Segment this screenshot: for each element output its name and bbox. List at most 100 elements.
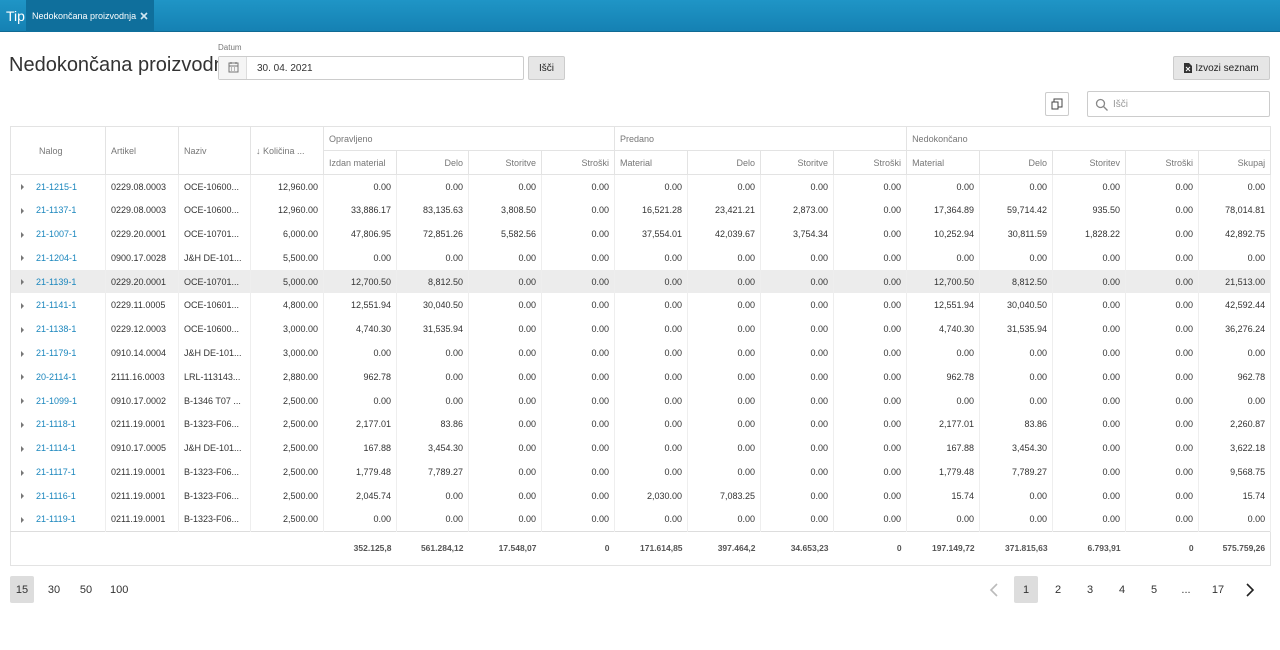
export-button[interactable]: Izvozi seznam xyxy=(1173,56,1270,80)
column-header[interactable]: Storitve xyxy=(760,150,835,175)
tab-close[interactable] xyxy=(140,12,148,20)
tab-label[interactable]: Nedokončana proizvodnja xyxy=(32,11,137,21)
expand-toggle[interactable] xyxy=(21,350,24,357)
page-number[interactable]: ... xyxy=(1181,583,1191,596)
table-row[interactable]: 21-1179-1 0910.14.0004 J&H DE-101... 3,000.… xyxy=(10,341,1272,365)
order-link[interactable]: 21-1141-1 xyxy=(36,300,77,311)
page-size-option[interactable]: 30 xyxy=(47,583,61,596)
cell: 0.00 xyxy=(687,317,762,342)
expand-toggle[interactable] xyxy=(21,469,24,476)
expand-toggle[interactable] xyxy=(21,421,24,428)
table-row[interactable]: 21-1141-1 0229.11.0005 OCE-10601... 4,800.0… xyxy=(10,293,1272,318)
cell: 0.00 xyxy=(760,460,835,484)
column-header[interactable]: Naziv xyxy=(178,126,251,175)
expand-toggle[interactable] xyxy=(21,326,24,333)
column-header[interactable]: Delo xyxy=(687,150,762,175)
table-row[interactable]: 20-2114-1 2111.16.0003 LRL-113143... 2,880.… xyxy=(10,364,1272,389)
table-row[interactable]: 21-1114-1 0910.17.0005 J&H DE-101... 2,500.… xyxy=(10,436,1272,461)
order-link[interactable]: 21-1138-1 xyxy=(36,324,77,335)
column-header[interactable]: Delo xyxy=(979,150,1054,175)
column-header[interactable]: Stroški xyxy=(1125,150,1200,175)
column-header[interactable]: Material xyxy=(906,150,981,175)
order-link[interactable]: 21-1179-1 xyxy=(36,347,77,358)
order-link[interactable]: 21-1007-1 xyxy=(36,228,78,239)
cell: 0.00 xyxy=(833,222,908,246)
table-row[interactable]: 21-1204-1 0900.17.0028 J&H DE-101... 5,500.… xyxy=(10,245,1272,270)
order-link[interactable]: 21-1119-1 xyxy=(36,514,76,525)
order-link[interactable]: 21-1116-1 xyxy=(36,490,76,501)
page-number[interactable]: 4 xyxy=(1118,583,1126,596)
order-link[interactable]: 21-1139-1 xyxy=(36,276,77,287)
page-number[interactable]: 1 xyxy=(1014,576,1038,603)
table-row[interactable]: 21-1119-1 0211.19.0001 B-1323-F06... 2,500.… xyxy=(10,507,1272,532)
page-size-option[interactable]: 100 xyxy=(110,583,129,596)
column-header[interactable]: Storitev xyxy=(1052,150,1127,175)
cell: 2,880.00 xyxy=(250,364,324,389)
column-header[interactable]: Stroški xyxy=(833,150,908,175)
table-row[interactable]: 21-1007-1 0229.20.0001 OCE-10701... 6,000.0… xyxy=(10,222,1272,246)
search-button[interactable]: Išči xyxy=(528,56,565,80)
expand-toggle[interactable] xyxy=(21,445,24,452)
expand-toggle[interactable] xyxy=(21,398,24,405)
column-header[interactable]: Artikel xyxy=(105,126,179,175)
order-link[interactable]: 21-1137-1 xyxy=(36,205,77,216)
expand-toggle[interactable] xyxy=(21,303,24,309)
export-label[interactable]: Izvozi seznam xyxy=(1195,62,1259,74)
cell: 21-1119-1 xyxy=(10,507,106,532)
search-input[interactable]: Išči xyxy=(1087,91,1270,117)
cell: 2,500.00 xyxy=(250,388,324,413)
column-header[interactable]: ↓ Količina ... xyxy=(250,126,324,175)
cell: 4,740.30 xyxy=(323,317,397,342)
column-header[interactable]: Skupaj xyxy=(1198,150,1272,175)
page-size-selector: 15 30 50 100 xyxy=(10,576,140,603)
column-header[interactable]: Material xyxy=(614,150,689,175)
order-link[interactable]: 21-1114-1 xyxy=(36,443,76,454)
page-size-option[interactable]: 50 xyxy=(79,583,93,596)
order-link[interactable]: 21-1117-1 xyxy=(36,466,76,477)
column-header[interactable]: Izdan material xyxy=(323,150,397,175)
expand-toggle[interactable] xyxy=(21,374,24,381)
date-input[interactable]: 30. 04. 2021 xyxy=(218,56,524,80)
page-number[interactable]: 2 xyxy=(1054,583,1062,596)
page-size-option[interactable]: 15 xyxy=(10,576,34,603)
column-header[interactable]: Delo xyxy=(396,150,469,175)
app-name[interactable]: Tip xyxy=(6,8,25,24)
expand-toggle[interactable] xyxy=(21,231,24,238)
order-link[interactable]: 20-2114-1 xyxy=(36,371,77,382)
expand-toggle[interactable] xyxy=(21,184,24,191)
column-header[interactable]: Nalog xyxy=(10,126,106,175)
table-row[interactable]: 21-1116-1 0211.19.0001 B-1323-F06... 2,500.… xyxy=(10,483,1272,508)
calendar-icon[interactable] xyxy=(219,57,247,79)
expand-toggle[interactable] xyxy=(21,279,24,286)
table-row[interactable]: 21-1118-1 0211.19.0001 B-1323-F06... 2,500.… xyxy=(10,412,1272,437)
cell: 7,083.25 xyxy=(687,483,762,508)
page-arrow[interactable] xyxy=(1238,576,1262,603)
cell: 0.00 xyxy=(541,460,616,484)
order-link[interactable]: 21-1118-1 xyxy=(36,419,76,430)
column-header[interactable]: Storitve xyxy=(468,150,542,175)
table-row[interactable]: 21-1099-1 0910.17.0002 B-1346 T07 ... 2,500… xyxy=(10,388,1272,413)
columns-button[interactable] xyxy=(1045,92,1069,116)
order-link[interactable]: 21-1099-1 xyxy=(36,395,78,406)
order-link[interactable]: 21-1215-1 xyxy=(36,181,78,192)
expand-toggle[interactable] xyxy=(21,516,24,523)
table-row[interactable]: 21-1117-1 0211.19.0001 B-1323-F06... 2,500.… xyxy=(10,460,1272,484)
file-icon xyxy=(1184,63,1193,73)
order-link[interactable]: 21-1204-1 xyxy=(36,252,78,263)
cell: 5,582.56 xyxy=(468,222,542,246)
table-row[interactable]: 21-1137-1 0229.08.0003 OCE-10600... 12,960.… xyxy=(10,198,1272,223)
column-header[interactable]: Stroški xyxy=(541,150,616,175)
page-number[interactable]: 3 xyxy=(1086,583,1094,596)
table-row[interactable]: 21-1139-1 0229.20.0001 OCE-10701... 5,000.0… xyxy=(10,269,1272,294)
cell: 167.88 xyxy=(323,436,397,461)
page-number[interactable]: 5 xyxy=(1150,583,1158,596)
tab[interactable]: Nedokončana proizvodnja xyxy=(26,0,155,32)
expand-toggle[interactable] xyxy=(21,493,24,500)
page-number[interactable]: 17 xyxy=(1211,583,1225,596)
table-row[interactable]: 21-1215-1 0229.08.0003 OCE-10600... 12,960.… xyxy=(10,174,1272,199)
table-row[interactable]: 21-1138-1 0229.12.0003 OCE-10600... 3,000.0… xyxy=(10,317,1272,342)
expand-toggle[interactable] xyxy=(21,207,24,214)
total-cell: 575.759,26 xyxy=(1198,530,1271,566)
expand-toggle[interactable] xyxy=(21,255,24,262)
page-arrow[interactable] xyxy=(982,576,1006,603)
